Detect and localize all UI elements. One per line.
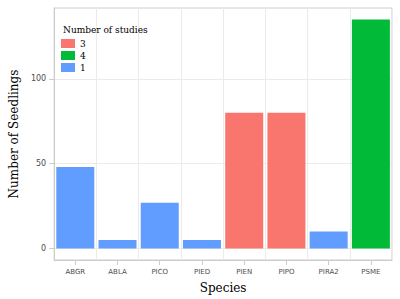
svg-text:ABGR: ABGR — [65, 268, 85, 276]
svg-text:50: 50 — [36, 159, 46, 168]
svg-text:100: 100 — [31, 74, 46, 83]
svg-text:PIPO: PIPO — [278, 268, 295, 276]
svg-text:PIEN: PIEN — [236, 268, 252, 276]
svg-text:PIED: PIED — [194, 268, 210, 276]
svg-text:PIRA2: PIRA2 — [319, 268, 339, 276]
svg-text:0: 0 — [41, 244, 46, 253]
svg-text:PICO: PICO — [151, 268, 168, 276]
svg-text:Species: Species — [200, 281, 247, 295]
svg-text:3: 3 — [80, 39, 86, 49]
svg-text:ABLA: ABLA — [108, 268, 127, 276]
svg-text:PSME: PSME — [361, 268, 380, 276]
svg-text:Number of Seedlings: Number of Seedlings — [7, 70, 21, 199]
svg-text:1: 1 — [80, 63, 86, 73]
svg-text:Number of studies: Number of studies — [63, 25, 148, 35]
svg-text:4: 4 — [80, 51, 86, 61]
